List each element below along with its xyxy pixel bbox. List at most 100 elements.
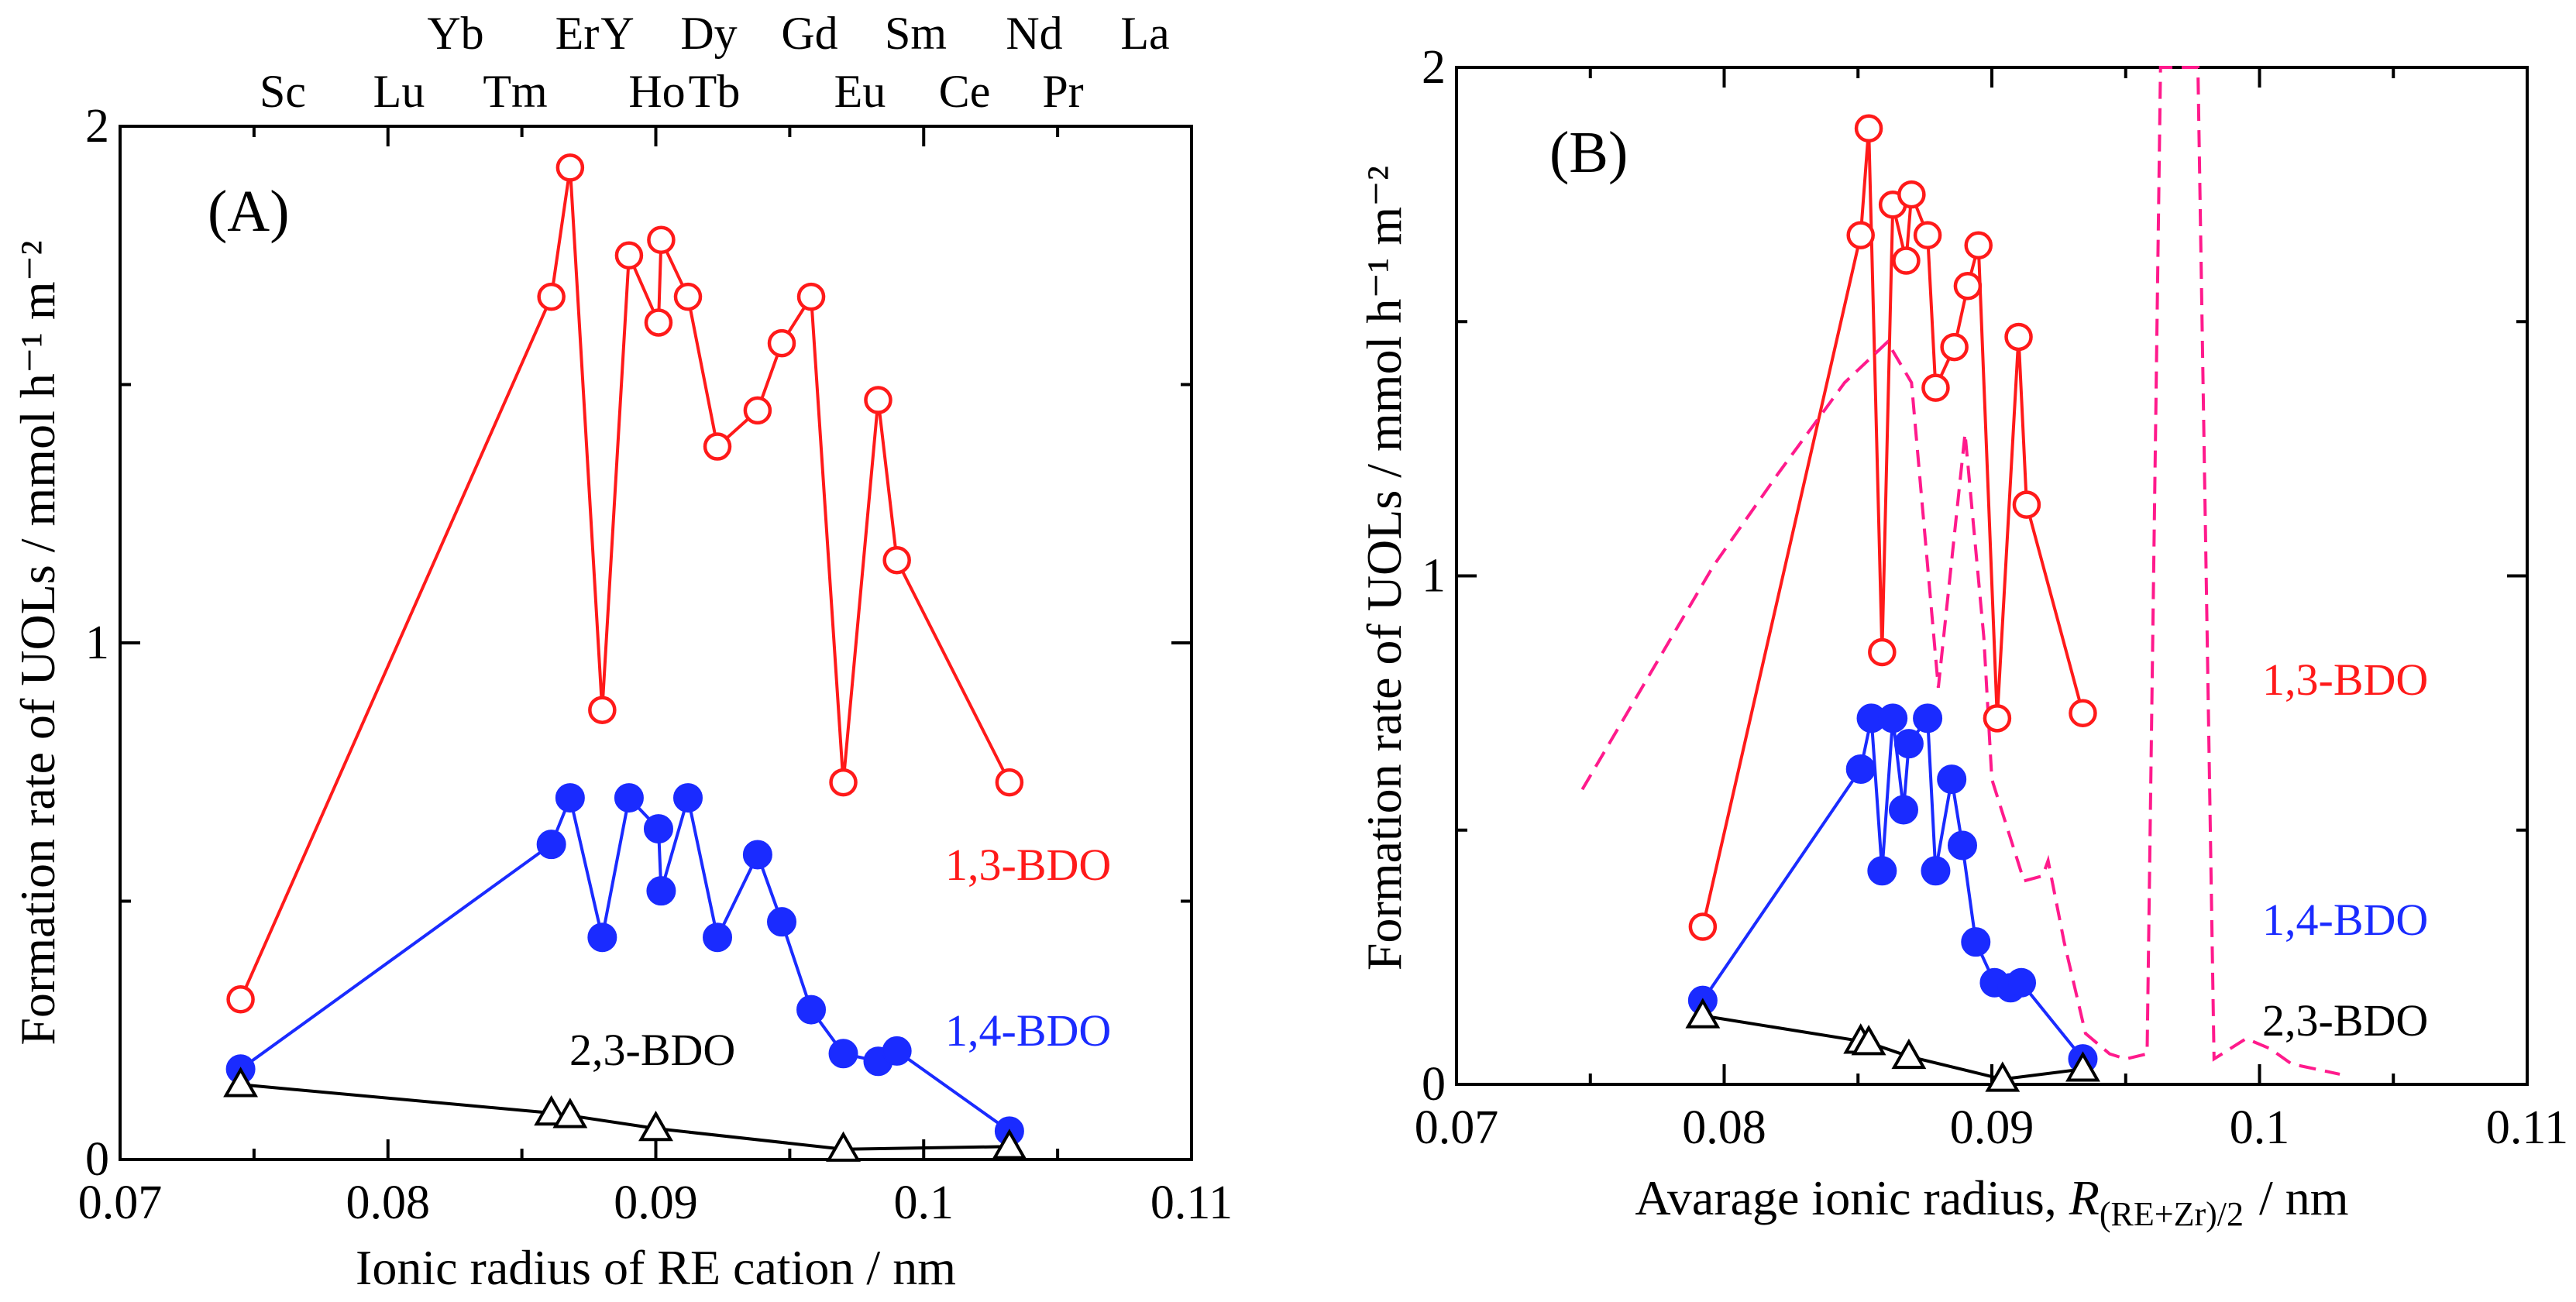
panel-b-y-tick-label: 0	[1422, 1058, 1446, 1111]
panel-a-point-1,3-BDO	[767, 328, 796, 358]
panel-b-series-line-1	[1701, 713, 2085, 1060]
panel-a-point-1,3-BDO	[829, 768, 858, 797]
panel-b-label-13bdo: 1,3-BDO	[2262, 654, 2428, 705]
panel-b-point-1,4-BDO	[2007, 967, 2037, 998]
panel-a-point-1,4-BDO	[828, 1039, 858, 1069]
panel-a-point-1,3-BDO	[537, 282, 566, 311]
panel-a-label: (A)	[208, 179, 290, 244]
panel-a-x-tick-label: 0.09	[614, 1177, 698, 1229]
panel-a-series-line-0	[239, 167, 1011, 1001]
panel-b-y-tick-label: 1	[1422, 550, 1446, 603]
top-axis-element-er: Er	[555, 8, 600, 59]
panel-b-point-1,4-BDO	[1867, 856, 1897, 886]
panel-b-point-1,3-BDO	[1868, 637, 1897, 667]
panel-b-x-tick-label: 0.09	[1950, 1101, 2034, 1154]
panel-a-point-2,3-BDO	[826, 1131, 861, 1162]
panel-b-point-1,4-BDO	[1921, 856, 1951, 886]
top-axis-element-sc: Sc	[260, 66, 306, 117]
top-axis-element-la: La	[1120, 8, 1169, 59]
panel-a-point-1,3-BDO	[743, 396, 772, 425]
panel-b-point-1,4-BDO	[1913, 703, 1943, 733]
panel-b-point-1,3-BDO	[1688, 912, 1718, 941]
panel-b-x-tick-label: 0.11	[2486, 1101, 2568, 1154]
panel-a-point-1,3-BDO	[995, 768, 1024, 797]
top-axis-element-sm: Sm	[885, 8, 947, 59]
panel-a-x-tick-label: 0.07	[78, 1177, 163, 1229]
panel-b-point-1,3-BDO	[1953, 272, 1983, 301]
panel-a-point-1,3-BDO	[226, 984, 255, 1014]
panel-b-point-1,4-BDO	[1845, 754, 1876, 784]
panel-b-point-1,3-BDO	[1921, 373, 1950, 402]
panel-b-point-2,3-BDO	[2065, 1051, 2100, 1082]
panel-b-point-2,3-BDO	[1685, 998, 1721, 1029]
panel-a-y-tick-label: 2	[85, 100, 109, 153]
panel-b-x-title-main: Avarage ionic radius,	[1635, 1170, 2056, 1225]
panel-a-label-13bdo: 1,3-BDO	[945, 840, 1111, 890]
top-axis-element-pr: Pr	[1042, 66, 1083, 117]
panel-b-x-tick-label: 0.07	[1415, 1101, 1499, 1154]
panel-b-y-axis-title: Formation rate of UOLs / mmol h⁻¹ m⁻²	[1357, 166, 1412, 970]
panel-b: 0.07 0.08 0.09 0.1 0.11 0 1 2 (B) 1,3-BDO 1,4-B…	[1357, 41, 2568, 1233]
panel-a-point-1,4-BDO	[672, 783, 703, 813]
panel-a-point-1,3-BDO	[614, 241, 644, 270]
panel-b-series-line-0	[1701, 128, 2085, 927]
top-axis-element-gd: Gd	[781, 8, 837, 59]
panel-a-point-1,3-BDO	[673, 282, 703, 311]
panel-a-label-14bdo: 1,4-BDO	[945, 1005, 1111, 1056]
panel-a-x-tick-label: 0.11	[1150, 1177, 1233, 1229]
panel-a-x-tick-label: 0.1	[894, 1177, 954, 1229]
panel-a-point-1,4-BDO	[796, 995, 827, 1025]
panel-b-x-title-unit: / nm	[2259, 1170, 2349, 1225]
panel-a-point-1,3-BDO	[703, 432, 732, 461]
panel-b-point-1,4-BDO	[1888, 795, 1918, 825]
panel-b-point-1,3-BDO	[1964, 231, 1993, 260]
panel-b-label-23bdo: 2,3-BDO	[2262, 995, 2428, 1046]
panel-a-point-2,3-BDO	[223, 1067, 259, 1098]
panel-b-label-14bdo: 1,4-BDO	[2262, 895, 2428, 945]
panel-b-point-1,4-BDO	[1878, 703, 1908, 733]
top-axis-element-lu: Lu	[373, 66, 425, 117]
panel-b-point-1,4-BDO	[1937, 764, 1967, 795]
panel-b-point-2,3-BDO	[1851, 1025, 1886, 1056]
panel-a-y-axis-title: Formation rate of UOLs / mmol h⁻¹ m⁻²	[10, 240, 65, 1045]
top-axis-element-ho: Ho	[628, 66, 685, 117]
panel-a-point-2,3-BDO	[992, 1129, 1027, 1159]
panel-a: 0.07 0.08 0.09 0.1 0.11 0 1 2 Sc Lu Tm Ho Tb Eu Ce Pr Yb…	[10, 8, 1233, 1295]
panel-a-point-1,3-BDO	[882, 546, 911, 575]
panel-b-x-tick-label: 0.1	[2230, 1101, 2290, 1154]
panel-a-point-1,3-BDO	[555, 153, 585, 182]
panel-a-label-23bdo: 2,3-BDO	[569, 1025, 735, 1075]
top-axis-element-dy: Dy	[680, 8, 737, 59]
panel-b-point-1,3-BDO	[1892, 246, 1921, 275]
panel-b-label: (B)	[1549, 120, 1628, 185]
panel-b-point-1,3-BDO	[2004, 322, 2033, 352]
top-axis-element-ce: Ce	[939, 66, 991, 117]
panel-b-x-title-sub: (RE+Zr)/2	[2100, 1195, 2244, 1233]
panel-a-point-1,3-BDO	[796, 282, 826, 311]
panel-b-point-1,3-BDO	[1983, 704, 2012, 733]
panel-a-x-tick-label: 0.08	[346, 1177, 431, 1229]
top-axis-element-yb: Yb	[427, 8, 483, 59]
panel-b-point-1,3-BDO	[1854, 114, 1883, 143]
top-axis-element-tm: Tm	[483, 66, 547, 117]
panel-b-point-1,4-BDO	[1947, 830, 1977, 861]
panel-b-point-1,3-BDO	[2012, 490, 2041, 519]
panel-a-point-2,3-BDO	[638, 1110, 673, 1142]
panel-b-x-title-var: R	[2069, 1170, 2100, 1225]
panel-a-point-2,3-BDO	[552, 1098, 588, 1129]
panel-a-point-1,3-BDO	[864, 386, 892, 414]
panel-b-point-1,3-BDO	[1940, 332, 1969, 362]
panel-a-y-tick-label: 1	[85, 617, 109, 669]
panel-a-point-1,4-BDO	[742, 840, 772, 870]
panel-b-x-tick-label: 0.08	[1682, 1101, 1766, 1154]
panel-b-x-axis-title: Avarage ionic radius, R(RE+Zr)/2 / nm	[1635, 1170, 2348, 1233]
panel-b-point-1,3-BDO	[1897, 180, 1926, 209]
panel-a-point-2,3-BDO	[534, 1094, 569, 1126]
top-axis-element-y: Y	[600, 8, 634, 59]
panel-a-series-line-2	[240, 1083, 1009, 1151]
panel-b-point-1,3-BDO	[1913, 221, 1942, 249]
panel-b-point-2,3-BDO	[1985, 1061, 2021, 1092]
panel-b-series-line-3	[1580, 66, 2340, 1076]
panel-a-series-line-1	[239, 792, 1011, 1132]
